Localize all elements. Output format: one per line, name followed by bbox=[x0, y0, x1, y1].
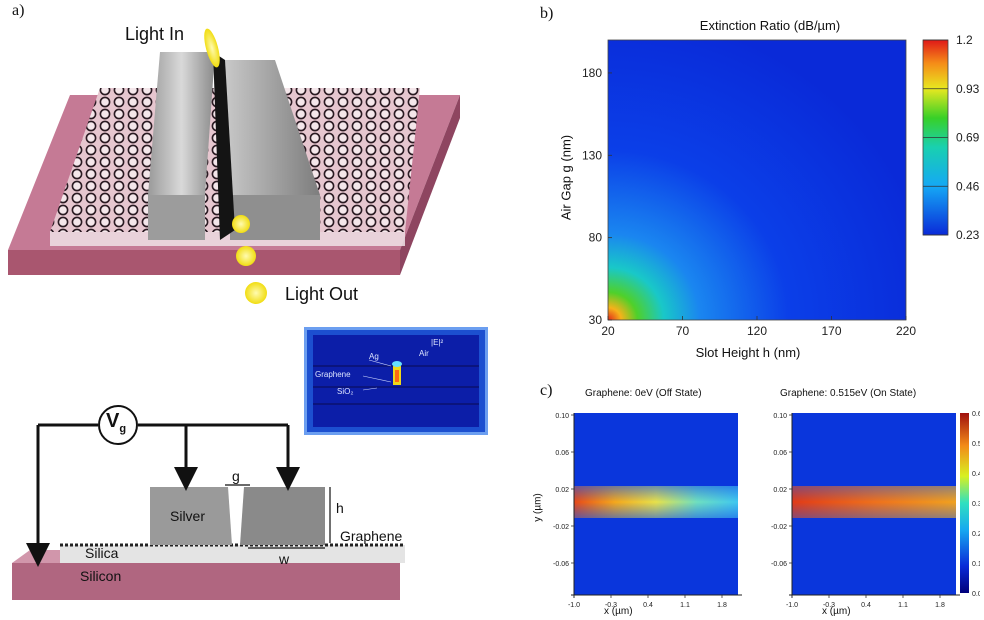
gap-label: g bbox=[232, 468, 240, 484]
chart-c-colorbar-ticks: 0.6 0.5 0.4 0.3 0.2 0.1 0.0 bbox=[972, 411, 980, 598]
chart-b-xlabel: Slot Height h (nm) bbox=[695, 345, 801, 360]
light-out-spot bbox=[232, 215, 250, 233]
device-3d-illustration bbox=[8, 28, 460, 304]
chart-c-colorbar bbox=[960, 413, 969, 593]
silver-block-right bbox=[240, 487, 325, 545]
chart-c-y-tick-label: 0.10 bbox=[555, 413, 569, 420]
chart-c-x-tick-label: 1.8 bbox=[717, 602, 727, 609]
chart-b-plot-area bbox=[608, 40, 906, 320]
chart-b-title: Extinction Ratio (dB/µm) bbox=[699, 18, 841, 33]
silver-bar-right bbox=[225, 60, 320, 195]
chart-c-colorbar-tick-label: 0.0 bbox=[972, 591, 980, 598]
vg-label: Vg bbox=[106, 410, 127, 435]
silica-label: Silica bbox=[85, 545, 119, 561]
voltage-source bbox=[98, 405, 138, 445]
chart-c-colorbar-tick-label: 0.6 bbox=[972, 411, 980, 418]
inset-graphene-label: Graphene bbox=[315, 370, 351, 379]
chart-c: -1.0 -0.3 0.4 1.1 1.8 0.10 0.06 0.02 -0.02 -0.06… bbox=[553, 411, 980, 609]
chart-b-y-tick-label: 180 bbox=[582, 66, 602, 80]
silica-layer bbox=[60, 545, 405, 563]
inset-sio2-label: SiO₂ bbox=[337, 387, 354, 396]
chart-b-y-tick-label: 30 bbox=[589, 313, 603, 327]
chart-c-colorbar-tick-label: 0.4 bbox=[972, 471, 980, 478]
chart-c-x-tick-label: -0.3 bbox=[823, 602, 835, 609]
panel-letter-a: a) bbox=[12, 2, 25, 19]
chart-c-x-tick-label: 1.1 bbox=[898, 602, 908, 609]
cross-section-diagram bbox=[12, 405, 405, 600]
chart-b-colorbar-tick-label: 0.69 bbox=[956, 131, 980, 145]
chart-b-colorbar-tick-label: 0.23 bbox=[956, 228, 980, 242]
chart-b-y-tick-label: 80 bbox=[589, 231, 603, 245]
silicon-substrate-front bbox=[8, 250, 400, 275]
chart-c1-ylabel: y (µm) bbox=[532, 493, 544, 522]
chart-c-y-tick-label: 0.06 bbox=[773, 450, 787, 457]
chart-b-x-tick-label: 170 bbox=[821, 324, 841, 338]
chart-b-x-tick-label: 220 bbox=[896, 324, 916, 338]
inset-field-label: |E|² bbox=[431, 338, 444, 347]
graphene-label: Graphene bbox=[340, 528, 403, 544]
chart-b-colorbar-tick-label: 0.46 bbox=[956, 179, 980, 193]
chart-b-y-ticks: 30 80 130 180 bbox=[582, 66, 612, 327]
chart-c-y-tick-label: -0.02 bbox=[553, 524, 569, 531]
chart-c-colorbar-tick-label: 0.2 bbox=[972, 531, 980, 538]
light-in-beam bbox=[204, 28, 220, 68]
chart-b: 20 70 120 170 220 30 80 130 180 1.2 0.93 0.69 0.46… bbox=[582, 33, 980, 338]
chart-c-y-tick-label: 0.06 bbox=[555, 450, 569, 457]
chart-c1-y-ticks: 0.10 0.06 0.02 -0.02 -0.06 bbox=[553, 413, 574, 568]
chart-b-y-tick-label: 130 bbox=[582, 148, 602, 162]
chart-c-x-tick-label: -1.0 bbox=[568, 602, 580, 609]
chart-c-y-tick-label: 0.02 bbox=[555, 487, 569, 494]
chart-c2-xlabel: x (µm) bbox=[822, 606, 851, 617]
chart-c-y-tick-label: -0.02 bbox=[771, 524, 787, 531]
light-out-label: Light Out bbox=[285, 284, 359, 304]
chart-c-x-tick-label: 1.8 bbox=[935, 602, 945, 609]
chart-b-ylabel: Air Gap g (nm) bbox=[558, 134, 574, 221]
chart-c-colorbar-tick-label: 0.3 bbox=[972, 501, 980, 508]
width-label: w bbox=[279, 551, 290, 567]
panel-letter-c: c) bbox=[540, 382, 553, 399]
chart-b-x-tick-label: 20 bbox=[601, 324, 615, 338]
light-in-label: Light In bbox=[125, 24, 185, 44]
chart-c-x-tick-label: 0.4 bbox=[861, 602, 871, 609]
silicon-label: Silicon bbox=[80, 568, 122, 584]
chart-b-x-ticks: 20 70 120 170 220 bbox=[601, 316, 916, 338]
chart-c2-y-ticks: 0.10 0.06 0.02 -0.02 -0.06 bbox=[771, 413, 792, 568]
silver-bar-left bbox=[148, 52, 215, 195]
chart-c-y-tick-label: -0.06 bbox=[553, 561, 569, 568]
chart-c1-title: Graphene: 0eV (Off State) bbox=[585, 388, 702, 399]
chart-c1-x-ticks: -1.0 -0.3 0.4 1.1 1.8 bbox=[568, 595, 727, 609]
inset-ag-label: Ag bbox=[369, 352, 379, 361]
chart-c-y-tick-label: 0.02 bbox=[773, 487, 787, 494]
chart-c-x-tick-label: -0.3 bbox=[605, 602, 617, 609]
chart-c-y-tick-label: 0.10 bbox=[773, 413, 787, 420]
field-inset: |E|² Air Ag Graphene SiO₂ bbox=[304, 327, 488, 435]
chart-b-colorbar-tick-label: 0.93 bbox=[956, 82, 980, 96]
panel-letter-b: b) bbox=[540, 5, 554, 22]
chart-c-colorbar-tick-label: 0.1 bbox=[972, 561, 980, 568]
chart-c-colorbar-tick-label: 0.5 bbox=[972, 441, 980, 448]
chart-b-x-tick-label: 70 bbox=[676, 324, 690, 338]
chart-c-x-tick-label: -1.0 bbox=[786, 602, 798, 609]
chart-b-colorbar-ticks: 1.2 0.93 0.69 0.46 0.23 bbox=[923, 33, 980, 242]
chart-b-colorbar-tick-label: 1.2 bbox=[956, 33, 973, 47]
silver-block-left bbox=[150, 487, 232, 545]
silver-label: Silver bbox=[170, 508, 206, 524]
inset-air-label: Air bbox=[419, 349, 429, 358]
chart-c-x-tick-label: 1.1 bbox=[680, 602, 690, 609]
height-label: h bbox=[336, 500, 344, 516]
chart-c2-title: Graphene: 0.515eV (On State) bbox=[780, 388, 917, 399]
chart-c-y-tick-label: -0.06 bbox=[771, 561, 787, 568]
chart-b-x-tick-label: 120 bbox=[747, 324, 767, 338]
air-slot bbox=[213, 52, 235, 240]
chart-c1-xlabel: x (µm) bbox=[604, 606, 633, 617]
silicon-layer bbox=[12, 563, 400, 600]
chart-c2-x-ticks: -1.0 -0.3 0.4 1.1 1.8 bbox=[786, 595, 945, 609]
chart-c-x-tick-label: 0.4 bbox=[643, 602, 653, 609]
